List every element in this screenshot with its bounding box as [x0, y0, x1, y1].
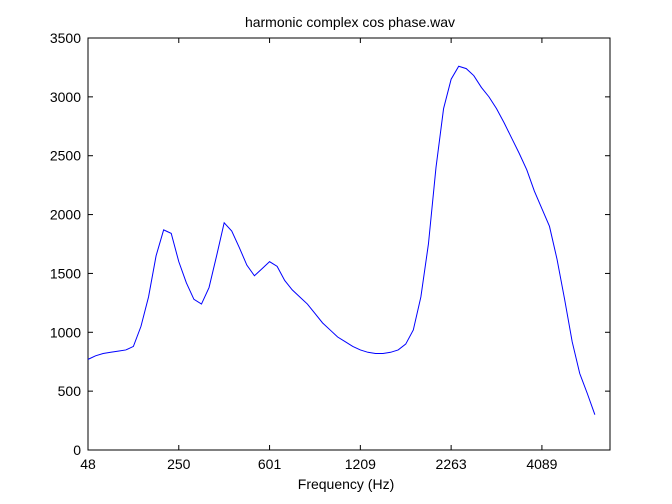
y-tick-label: 1500 [50, 265, 81, 281]
y-tick-label: 3000 [50, 89, 81, 105]
y-tick-label: 500 [58, 383, 82, 399]
x-axis-label: Frequency (Hz) [298, 476, 394, 492]
x-tick-label: 1209 [345, 456, 376, 472]
y-tick-label: 3500 [50, 30, 81, 46]
x-tick-label: 601 [258, 456, 282, 472]
axes-box [87, 37, 611, 451]
x-axis: 48 250 601 1209 2263 4089 [80, 38, 558, 472]
series-line-0 [87, 65, 596, 415]
y-axis: 0 500 1000 1500 2000 2500 3000 3500 [50, 30, 610, 458]
x-tick-label: 48 [80, 456, 96, 472]
y-tick-label: 2500 [50, 148, 81, 164]
x-tick-label: 250 [167, 456, 191, 472]
chart-title: harmonic complex cos phase.wav [245, 14, 455, 30]
x-tick-label: 2263 [436, 456, 467, 472]
y-tick-label: 2000 [50, 207, 81, 223]
y-tick-label: 1000 [50, 324, 81, 340]
y-tick-label: 0 [73, 442, 81, 458]
plot-area [87, 37, 611, 451]
x-tick-label: 4089 [526, 456, 557, 472]
